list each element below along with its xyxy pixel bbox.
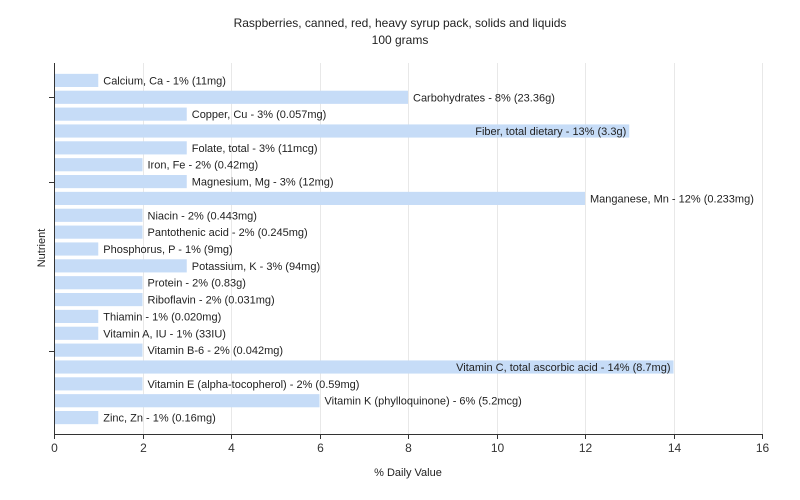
bar-label: Manganese, Mn - 12% (0.233mg) xyxy=(590,193,754,205)
bar-label: Fiber, total dietary - 13% (3.3g) xyxy=(475,126,626,138)
bar xyxy=(55,141,187,155)
x-tick-label: 2 xyxy=(140,441,147,455)
bar-label: Magnesium, Mg - 3% (12mg) xyxy=(192,177,334,189)
axes: 0 2 4 6 8 10 12 14 16 xyxy=(49,63,769,455)
bar xyxy=(55,410,99,425)
x-tick-label: 10 xyxy=(491,441,505,455)
bar xyxy=(55,208,143,222)
bar xyxy=(55,242,99,256)
y-axis-title: Nutrient xyxy=(36,229,48,268)
bar xyxy=(55,158,143,172)
bar-label: Protein - 2% (0.83g) xyxy=(148,278,246,290)
bar xyxy=(55,276,143,290)
bar xyxy=(55,360,674,374)
bar xyxy=(55,343,143,357)
bar xyxy=(55,124,630,138)
bar xyxy=(55,394,320,408)
bar-label: Thiamin - 1% (0.020mg) xyxy=(103,311,221,323)
x-tick-label: 6 xyxy=(317,441,324,455)
bar-label: Pantothenic acid - 2% (0.245mg) xyxy=(148,227,308,239)
bar-label: Vitamin A, IU - 1% (33IU) xyxy=(103,328,226,340)
bar-label: Calcium, Ca - 1% (11mg) xyxy=(103,75,226,87)
bar xyxy=(55,292,143,307)
bar-label: Potassium, K - 3% (94mg) xyxy=(192,261,320,273)
bar-label: Phosphorus, P - 1% (9mg) xyxy=(103,244,232,256)
bar xyxy=(55,73,99,88)
bar xyxy=(55,107,187,121)
bars: Calcium, Ca - 1% (11mg) Carbohydrates - 8… xyxy=(55,73,754,425)
bar xyxy=(55,326,99,340)
bar-label: Vitamin B-6 - 2% (0.042mg) xyxy=(148,345,284,357)
bar-label: Riboflavin - 2% (0.031mg) xyxy=(148,295,275,307)
x-tick-label: 8 xyxy=(405,441,412,455)
bar xyxy=(55,90,408,104)
bar-label: Iron, Fe - 2% (0.42mg) xyxy=(148,160,259,172)
bar xyxy=(55,259,187,273)
bar xyxy=(55,174,187,189)
bar xyxy=(55,225,143,239)
bar-label: Zinc, Zn - 1% (0.16mg) xyxy=(103,413,215,425)
bar-label: Folate, total - 3% (11mcg) xyxy=(192,143,318,155)
bar-label: Niacin - 2% (0.443mg) xyxy=(148,210,257,222)
x-tick-label: 0 xyxy=(51,441,58,455)
bar-label: Vitamin K (phylloquinone) - 6% (5.2mcg) xyxy=(325,396,522,408)
bar-label: Vitamin E (alpha-tocopherol) - 2% (0.59m… xyxy=(148,379,360,391)
x-tick-label: 16 xyxy=(756,441,770,455)
x-tick-label: 4 xyxy=(228,441,235,455)
bar xyxy=(55,191,585,206)
x-axis-title: % Daily Value xyxy=(374,467,442,479)
bar xyxy=(55,309,99,324)
x-tick-label: 12 xyxy=(579,441,593,455)
bar xyxy=(55,377,143,391)
bar-label: Carbohydrates - 8% (23.36g) xyxy=(413,92,555,104)
x-tick-label: 14 xyxy=(668,441,682,455)
chart-title: Raspberries, canned, red, heavy syrup pa… xyxy=(233,16,567,30)
bar-label: Copper, Cu - 3% (0.057mg) xyxy=(192,109,327,121)
bar-label: Vitamin C, total ascorbic acid - 14% (8.… xyxy=(456,362,670,374)
chart-subtitle: 100 grams xyxy=(371,33,429,47)
